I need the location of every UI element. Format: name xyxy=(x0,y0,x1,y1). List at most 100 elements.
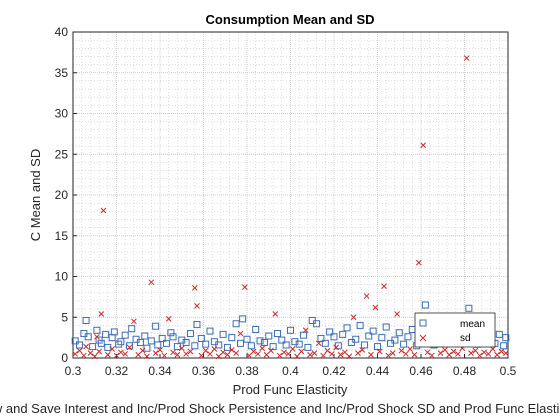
data-point-mean xyxy=(269,343,277,351)
data-point-sd xyxy=(157,346,163,353)
data-point-sd xyxy=(276,352,283,359)
data-point-mean xyxy=(339,330,347,338)
x-tick-label: 0.46 xyxy=(409,364,433,378)
data-point-mean xyxy=(282,341,290,349)
data-point-sd xyxy=(174,351,181,358)
x-axis-label: Prod Func Elasticity xyxy=(233,382,348,397)
data-point-mean xyxy=(158,334,166,342)
data-point-sd xyxy=(131,318,137,325)
y-tick-label: 15 xyxy=(55,229,69,243)
data-point-mean xyxy=(239,315,247,323)
data-point-sd xyxy=(415,259,422,266)
data-point-sd xyxy=(117,349,124,356)
grid xyxy=(72,31,509,359)
data-point-sd xyxy=(194,302,200,309)
data-point-mean xyxy=(82,317,90,325)
data-point-sd xyxy=(307,351,313,358)
data-point-sd xyxy=(183,351,189,357)
data-point-sd xyxy=(161,352,168,359)
y-tick-label: 20 xyxy=(55,188,69,202)
data-point-sd xyxy=(207,351,213,357)
x-axis: 0.3 0.32 0.34 0.36 0.38 0.4 0.42 0.44 0.46 0.48 0.… xyxy=(65,354,517,378)
data-point-mean xyxy=(273,330,281,338)
data-point-mean xyxy=(495,330,503,338)
data-point-sd xyxy=(81,352,87,359)
data-point-sd xyxy=(346,353,353,360)
data-point-mean xyxy=(265,332,273,340)
data-point-sd xyxy=(455,351,461,357)
data-point-sd xyxy=(152,350,159,356)
data-point-mean xyxy=(110,328,118,336)
data-point-mean xyxy=(326,328,334,336)
data-point-sd xyxy=(191,285,198,291)
data-point-sd xyxy=(376,348,383,355)
data-point-sd xyxy=(87,350,94,356)
data-point-mean xyxy=(202,340,210,348)
data-point-mean xyxy=(143,344,151,352)
data-point-sd xyxy=(320,352,326,359)
bottom-caption: Borrow and Save Interest and Inc/Prod Sh… xyxy=(0,401,560,416)
data-point-mean xyxy=(321,339,329,347)
data-point-sd xyxy=(446,351,453,358)
data-point-sd xyxy=(135,351,142,358)
data-point-sd xyxy=(122,351,129,357)
data-point-sd xyxy=(170,349,176,356)
data-point-mean xyxy=(304,343,312,351)
legend-marker-mean xyxy=(419,319,427,327)
x-tick-label: 0.38 xyxy=(235,364,259,378)
data-point-sd xyxy=(198,352,205,359)
data-point-mean xyxy=(365,332,373,340)
data-point-sd xyxy=(289,346,296,352)
data-point-sd xyxy=(211,346,218,352)
legend-label-mean: mean xyxy=(460,319,485,330)
data-point-mean xyxy=(89,343,97,351)
data-point-sd xyxy=(355,350,361,356)
data-point-mean xyxy=(128,325,136,333)
data-point-mean xyxy=(108,334,116,342)
data-point-sd xyxy=(337,351,344,358)
data-point-mean xyxy=(102,330,110,338)
data-point-sd xyxy=(381,283,387,290)
data-point-sd xyxy=(429,352,435,359)
data-point-sd xyxy=(233,350,239,356)
data-point-sd xyxy=(250,348,257,355)
x-tick-label: 0.42 xyxy=(322,364,346,378)
data-point-mean xyxy=(382,323,390,331)
data-point-sd xyxy=(268,347,274,354)
data-point-mean xyxy=(228,334,236,342)
data-point-sd xyxy=(202,347,209,354)
data-point-mean xyxy=(169,333,177,341)
data-point-sd xyxy=(311,350,318,356)
data-point-mean xyxy=(163,339,171,347)
data-point-sd xyxy=(420,142,427,149)
data-point-sd xyxy=(407,346,413,352)
data-point-sd xyxy=(285,351,292,357)
data-point-sd xyxy=(463,55,470,61)
data-point-mean xyxy=(232,320,240,328)
data-point-sd xyxy=(144,353,150,360)
data-point-sd xyxy=(315,340,322,347)
data-point-sd xyxy=(83,343,89,350)
data-point-mean xyxy=(191,342,199,350)
data-point-mean xyxy=(500,342,508,350)
data-point-sd xyxy=(324,347,331,354)
data-point-mean xyxy=(117,338,125,346)
data-point-mean xyxy=(236,339,244,347)
x-tick-label: 0.34 xyxy=(148,364,172,378)
data-point-sd xyxy=(98,311,105,317)
data-point-sd xyxy=(178,345,185,352)
data-point-mean xyxy=(313,320,321,328)
data-point-mean xyxy=(197,334,205,342)
chart-title: Consumption Mean and SD xyxy=(206,12,375,27)
data-point-sd xyxy=(241,284,248,290)
x-tick-label: 0.4 xyxy=(282,364,299,378)
legend-label-sd: sd xyxy=(460,333,471,344)
data-point-sd xyxy=(363,293,370,299)
data-point-mean xyxy=(278,336,286,344)
data-point-sd xyxy=(389,350,396,356)
data-point-mean xyxy=(97,339,105,347)
data-point-sd xyxy=(476,352,483,359)
data-point-mean xyxy=(395,329,403,337)
data-point-sd xyxy=(72,351,79,357)
legend: mean sd xyxy=(414,312,496,348)
